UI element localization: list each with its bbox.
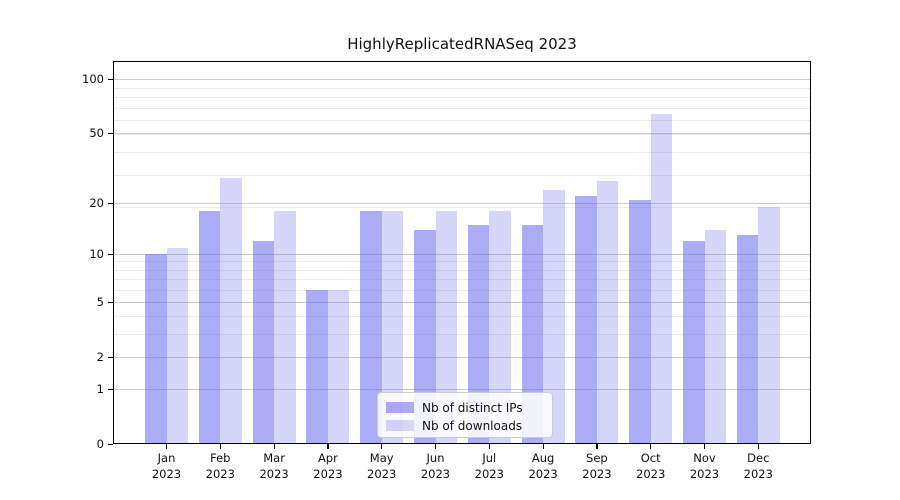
y-tick-mark bbox=[108, 443, 113, 445]
x-tick-mark bbox=[327, 444, 329, 449]
gridline-minor bbox=[113, 269, 811, 271]
gridline-minor bbox=[113, 261, 811, 263]
x-axis-tick-label: May 2023 bbox=[367, 451, 397, 481]
gridline-minor bbox=[113, 174, 811, 176]
x-axis-tick-label: Oct 2023 bbox=[636, 451, 666, 481]
gridline-major bbox=[113, 202, 811, 204]
bar-jul-distinct-ips bbox=[467, 224, 490, 444]
gridline-minor bbox=[113, 97, 811, 99]
gridline-minor bbox=[113, 87, 811, 89]
y-tick-mark bbox=[108, 388, 113, 390]
bar-nov-downloads bbox=[704, 229, 726, 444]
bar-jun-distinct-ips bbox=[414, 229, 436, 444]
bar-feb-downloads bbox=[220, 177, 242, 444]
y-axis-tick-label: 10 bbox=[89, 247, 104, 262]
gridline-major bbox=[113, 132, 811, 134]
y-axis-tick-label: 100 bbox=[82, 72, 104, 87]
gridline-major bbox=[113, 78, 811, 80]
x-tick-mark bbox=[381, 444, 383, 449]
x-tick-mark bbox=[596, 444, 598, 449]
x-axis-tick-label: Jul 2023 bbox=[474, 451, 504, 481]
x-tick-mark bbox=[273, 444, 275, 449]
bar-oct-distinct-ips bbox=[629, 199, 651, 444]
x-tick-mark bbox=[542, 444, 544, 449]
bar-dec-downloads bbox=[758, 207, 780, 444]
x-tick-mark bbox=[219, 444, 222, 449]
bar-jan-downloads bbox=[166, 247, 188, 444]
legend-row-downloads: Nb of downloads bbox=[386, 417, 544, 434]
x-tick-mark bbox=[435, 444, 437, 449]
y-tick-mark bbox=[108, 132, 113, 134]
x-axis-tick-label: Nov 2023 bbox=[689, 451, 720, 481]
y-tick-mark bbox=[108, 301, 113, 304]
y-tick-mark bbox=[108, 356, 113, 358]
legend-swatch-downloads bbox=[386, 420, 414, 431]
legend-label-downloads: Nb of downloads bbox=[422, 418, 523, 433]
x-axis-tick-label: Dec 2023 bbox=[743, 451, 773, 481]
x-axis-tick-label: Mar 2023 bbox=[259, 451, 289, 481]
gridline-minor bbox=[113, 279, 811, 281]
gridline-major bbox=[113, 356, 811, 358]
bar-feb-distinct-ips bbox=[198, 211, 221, 444]
bar-dec-distinct-ips bbox=[736, 235, 759, 444]
x-tick-mark bbox=[488, 444, 491, 449]
x-tick-mark bbox=[650, 444, 652, 449]
y-axis-tick-label: 0 bbox=[96, 437, 104, 451]
x-axis-tick-label: Sep 2023 bbox=[582, 451, 612, 481]
chart-title: HighlyReplicatedRNASeq 2023 bbox=[347, 35, 577, 53]
legend: Nb of distinct IPs Nb of downloads bbox=[377, 392, 553, 438]
x-axis-tick-label: Feb 2023 bbox=[205, 451, 235, 481]
y-tick-mark bbox=[108, 202, 113, 205]
bar-mar-distinct-ips bbox=[252, 241, 275, 444]
bar-jun-downloads bbox=[435, 211, 457, 444]
bar-sep-downloads bbox=[596, 180, 619, 444]
y-axis-tick-label: 1 bbox=[96, 382, 104, 397]
y-tick-mark bbox=[108, 253, 113, 256]
x-tick-mark bbox=[704, 444, 706, 449]
y-axis-tick-label: 50 bbox=[89, 126, 104, 141]
gridline-major bbox=[113, 301, 811, 303]
x-tick-mark bbox=[166, 444, 168, 449]
x-tick-mark bbox=[757, 444, 760, 449]
bar-aug-downloads bbox=[543, 189, 565, 444]
bar-mar-downloads bbox=[274, 211, 296, 444]
gridline-minor bbox=[113, 316, 811, 318]
gridline-minor bbox=[113, 289, 811, 291]
x-axis-tick-label: Aug 2023 bbox=[528, 451, 558, 481]
gridline-minor bbox=[113, 151, 811, 153]
y-tick-mark bbox=[108, 78, 113, 80]
plot-area bbox=[113, 61, 811, 444]
y-axis-tick-label: 20 bbox=[89, 196, 104, 211]
gridline-minor bbox=[113, 134, 811, 136]
bar-jan-distinct-ips bbox=[145, 254, 167, 444]
bar-apr-distinct-ips bbox=[306, 290, 328, 444]
legend-label-distinct-ips: Nb of distinct IPs bbox=[422, 400, 523, 415]
bar-sep-distinct-ips bbox=[575, 196, 597, 444]
gridline-minor bbox=[113, 119, 811, 121]
gridline-minor bbox=[113, 107, 811, 109]
bar-apr-downloads bbox=[327, 290, 350, 444]
gridline-major bbox=[113, 388, 811, 390]
y-axis-tick-label: 2 bbox=[96, 350, 104, 365]
gridline-minor bbox=[113, 206, 811, 208]
bar-may-downloads bbox=[381, 211, 404, 444]
gridline-minor bbox=[113, 333, 811, 335]
bar-nov-distinct-ips bbox=[683, 241, 705, 444]
y-axis-tick-label: 5 bbox=[96, 295, 104, 310]
x-axis-tick-label: Jan 2023 bbox=[151, 451, 182, 481]
bar-may-distinct-ips bbox=[360, 211, 382, 444]
x-axis-tick-label: Apr 2023 bbox=[313, 451, 343, 481]
legend-swatch-distinct-ips bbox=[386, 402, 414, 413]
x-axis-tick-label: Jun 2023 bbox=[420, 451, 451, 481]
bar-jul-downloads bbox=[489, 211, 511, 444]
legend-row-distinct-ips: Nb of distinct IPs bbox=[386, 399, 544, 416]
bar-oct-downloads bbox=[650, 113, 673, 444]
bar-aug-distinct-ips bbox=[521, 224, 544, 444]
gridline-major bbox=[113, 253, 811, 255]
